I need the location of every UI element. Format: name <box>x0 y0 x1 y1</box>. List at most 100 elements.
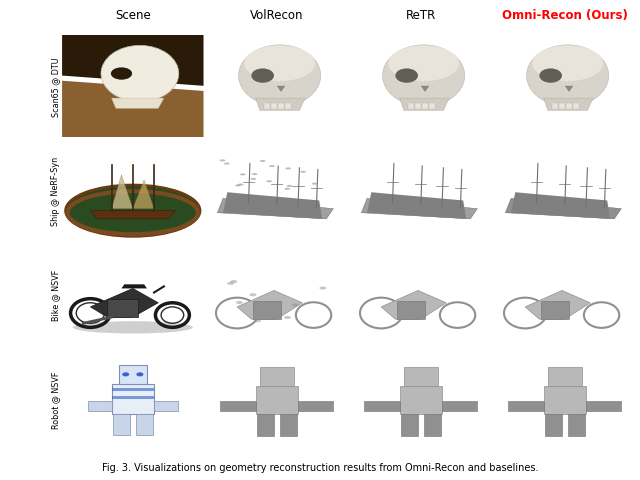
Polygon shape <box>525 291 590 320</box>
Ellipse shape <box>252 174 257 176</box>
Polygon shape <box>506 199 621 219</box>
Bar <box>415 104 421 110</box>
Bar <box>397 301 425 320</box>
Ellipse shape <box>230 280 237 284</box>
Ellipse shape <box>285 168 291 170</box>
Bar <box>271 104 277 110</box>
Bar <box>264 104 269 110</box>
Bar <box>573 104 579 110</box>
Polygon shape <box>218 199 333 219</box>
Polygon shape <box>62 82 204 138</box>
Polygon shape <box>277 86 285 93</box>
Bar <box>508 401 543 411</box>
Ellipse shape <box>239 46 321 107</box>
Ellipse shape <box>260 161 266 163</box>
Ellipse shape <box>227 282 234 285</box>
Bar <box>566 104 572 110</box>
Bar <box>404 367 438 386</box>
Bar <box>401 414 418 436</box>
Ellipse shape <box>312 183 317 185</box>
Ellipse shape <box>291 304 299 307</box>
Ellipse shape <box>224 163 230 165</box>
Bar <box>543 386 586 414</box>
Ellipse shape <box>250 179 256 180</box>
Ellipse shape <box>269 166 275 168</box>
Bar <box>408 104 413 110</box>
Bar <box>541 301 569 320</box>
Polygon shape <box>564 86 573 93</box>
Bar <box>108 299 138 317</box>
Polygon shape <box>237 291 302 320</box>
Ellipse shape <box>111 68 132 81</box>
Bar <box>422 104 428 110</box>
Ellipse shape <box>532 46 603 82</box>
Bar <box>111 396 154 399</box>
Polygon shape <box>543 99 593 111</box>
Ellipse shape <box>527 46 609 107</box>
Bar <box>280 414 296 436</box>
Text: ReTR: ReTR <box>406 9 436 22</box>
Polygon shape <box>223 193 322 219</box>
Bar <box>442 401 477 411</box>
Polygon shape <box>111 176 133 209</box>
Polygon shape <box>255 99 305 111</box>
Bar <box>255 386 298 414</box>
Bar <box>220 401 255 411</box>
Ellipse shape <box>136 372 143 377</box>
Ellipse shape <box>254 320 261 323</box>
Bar <box>111 384 154 414</box>
Bar <box>364 401 399 411</box>
Polygon shape <box>421 86 429 93</box>
Polygon shape <box>399 99 449 111</box>
Bar <box>154 401 178 411</box>
Bar <box>399 386 442 414</box>
Polygon shape <box>111 99 164 109</box>
Ellipse shape <box>220 160 225 162</box>
Ellipse shape <box>300 171 306 173</box>
Bar <box>429 104 435 110</box>
Polygon shape <box>90 211 175 219</box>
Polygon shape <box>133 180 154 209</box>
Bar <box>260 367 294 386</box>
Ellipse shape <box>284 188 290 191</box>
Text: Ship @ NeRF-Syn: Ship @ NeRF-Syn <box>51 156 60 225</box>
Polygon shape <box>367 193 466 219</box>
Text: Scene: Scene <box>115 9 150 22</box>
Bar <box>278 104 284 110</box>
Bar <box>88 401 111 411</box>
Text: VolRecon: VolRecon <box>250 9 303 22</box>
Text: Scan65 @ DTU: Scan65 @ DTU <box>51 57 60 116</box>
Bar <box>568 414 584 436</box>
Bar <box>545 414 562 436</box>
Ellipse shape <box>73 322 193 334</box>
Bar <box>118 365 147 384</box>
Ellipse shape <box>266 181 272 183</box>
Ellipse shape <box>388 46 459 82</box>
Bar <box>253 301 281 320</box>
Ellipse shape <box>252 69 274 84</box>
Bar <box>548 367 582 386</box>
Ellipse shape <box>383 46 465 107</box>
Ellipse shape <box>284 316 291 319</box>
Ellipse shape <box>122 372 129 377</box>
Bar <box>257 414 274 436</box>
Text: Bike @ NSVF: Bike @ NSVF <box>51 269 60 321</box>
Bar <box>136 414 152 435</box>
Bar <box>552 104 557 110</box>
Bar <box>298 401 333 411</box>
Polygon shape <box>90 289 158 317</box>
Bar <box>111 388 154 391</box>
Ellipse shape <box>235 185 241 187</box>
Ellipse shape <box>66 186 200 237</box>
Ellipse shape <box>250 294 257 297</box>
Ellipse shape <box>287 185 292 188</box>
Bar <box>559 104 564 110</box>
Ellipse shape <box>244 46 315 82</box>
Text: Omni-Recon (Ours): Omni-Recon (Ours) <box>502 9 628 22</box>
Ellipse shape <box>396 69 418 84</box>
Ellipse shape <box>101 46 179 103</box>
Polygon shape <box>362 199 477 219</box>
Polygon shape <box>511 193 610 219</box>
Polygon shape <box>122 285 147 289</box>
Ellipse shape <box>540 69 562 84</box>
